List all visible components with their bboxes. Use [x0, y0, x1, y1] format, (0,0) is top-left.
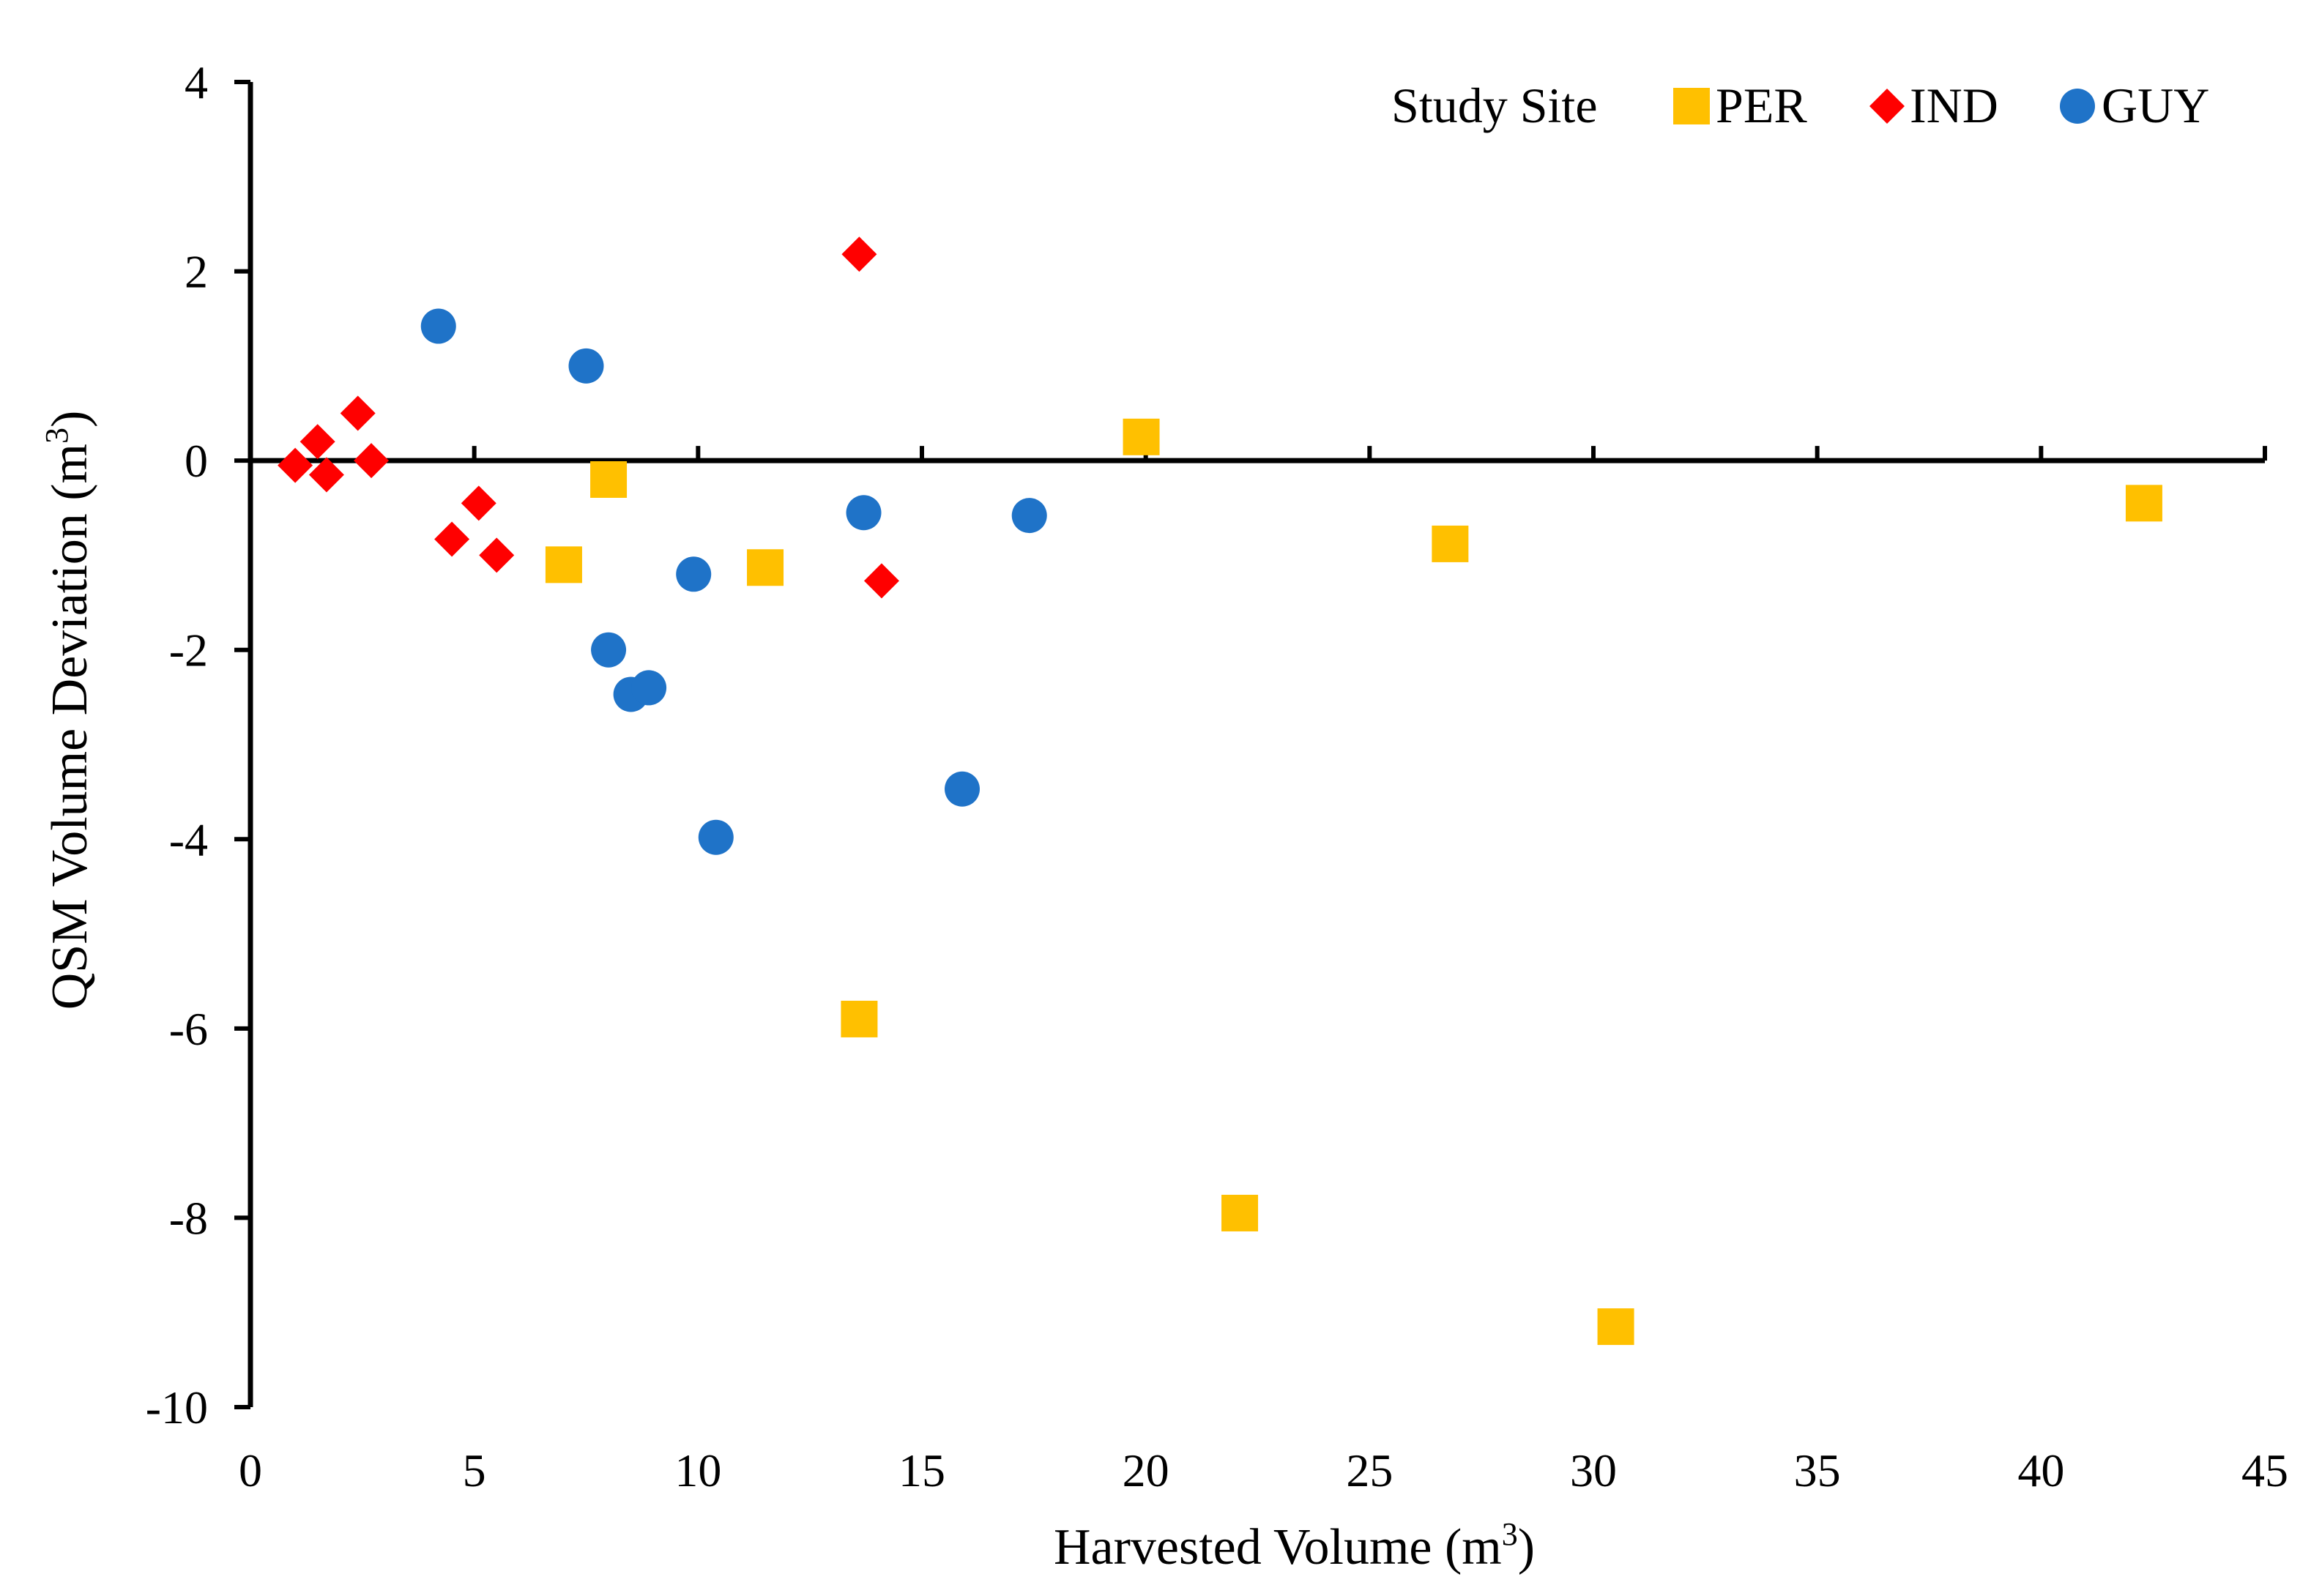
y-axis-title: QSM Volume Deviation (m3) [39, 411, 98, 1010]
y-axis-title-end: ) [42, 411, 98, 428]
point-ind [479, 537, 515, 573]
point-ind [434, 521, 470, 557]
legend-label-ind: IND [1910, 78, 1998, 133]
point-guy [591, 632, 627, 668]
legend-label-guy: GUY [2102, 78, 2209, 133]
point-guy [945, 771, 980, 807]
series-guy [420, 308, 1047, 855]
x-tick-label: 40 [2017, 1444, 2064, 1496]
y-tick-label: -10 [146, 1381, 208, 1433]
y-tick-label: 0 [185, 435, 208, 487]
x-tick-label: 20 [1123, 1444, 1169, 1496]
point-guy [846, 495, 882, 531]
legend-title: Study Site [1391, 78, 1598, 133]
legend-marker-per [1673, 88, 1710, 124]
y-axis-title-sup: 3 [39, 428, 75, 444]
x-tick-label: 25 [1346, 1444, 1393, 1496]
x-axis-title-sup: 3 [1502, 1516, 1518, 1552]
legend: Study Site PER IND GUY [1391, 78, 2209, 133]
x-axis-title-text: Harvested Volume (m [1054, 1519, 1502, 1576]
series-per [545, 418, 2162, 1346]
point-ind [308, 457, 344, 493]
point-guy [568, 348, 604, 384]
legend-marker-ind [1869, 89, 1905, 124]
point-per [1221, 1194, 1259, 1231]
point-per [841, 1000, 878, 1037]
x-tick-label: 35 [1794, 1444, 1841, 1496]
legend-label-per: PER [1716, 78, 1807, 133]
y-tick-label: -6 [169, 1003, 208, 1055]
x-axis-title-end: ) [1518, 1519, 1535, 1576]
series-ind [278, 236, 899, 599]
y-tick-label: -4 [169, 813, 208, 865]
point-per [747, 549, 784, 586]
point-ind [278, 447, 313, 483]
x-tick-label: 0 [239, 1444, 262, 1496]
point-ind [299, 424, 335, 460]
point-guy [698, 819, 734, 855]
point-ind [841, 236, 877, 272]
y-tick-label: 4 [185, 56, 208, 108]
point-per [1123, 418, 1160, 455]
point-guy [676, 556, 712, 592]
point-guy [1011, 498, 1047, 534]
legend-marker-guy [2060, 89, 2095, 124]
point-per [2125, 485, 2162, 522]
point-per [545, 546, 582, 583]
point-per [1597, 1308, 1634, 1346]
y-axis-title-text: QSM Volume Deviation (m [42, 444, 98, 1010]
y-tick-label: 2 [185, 246, 208, 298]
y-tick-label: -8 [169, 1192, 208, 1244]
x-tick-label: 30 [1570, 1444, 1617, 1496]
x-tick-label: 15 [898, 1444, 945, 1496]
point-ind [354, 443, 390, 479]
y-tick-label: -2 [169, 624, 208, 676]
point-per [590, 461, 628, 498]
x-tick-label: 45 [2241, 1444, 2288, 1496]
data-points [278, 236, 2162, 1346]
point-ind [340, 395, 376, 431]
x-tick-label: 5 [463, 1444, 486, 1496]
point-guy [420, 308, 456, 344]
point-guy [631, 670, 667, 706]
x-tick-label: 10 [674, 1444, 721, 1496]
x-axis-title: Harvested Volume (m3) [1054, 1516, 1535, 1576]
point-per [1432, 525, 1469, 562]
point-ind [863, 563, 899, 599]
point-ind [461, 485, 496, 521]
